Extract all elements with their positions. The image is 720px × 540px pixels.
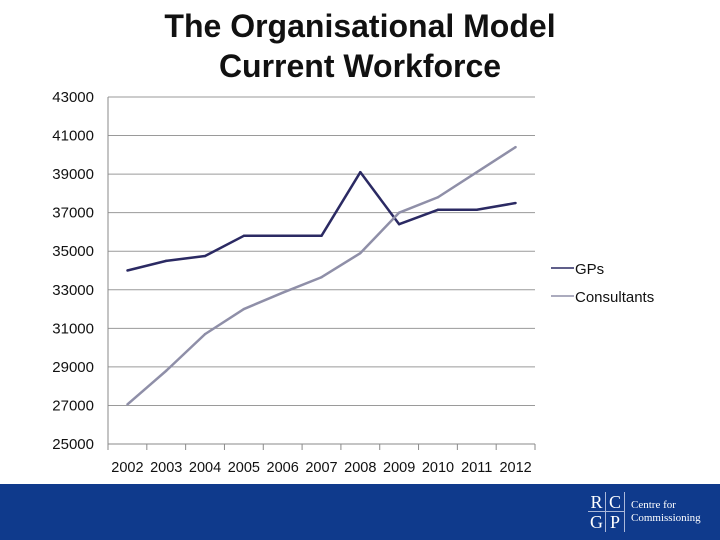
footer-bar: R C G P Centre for Commissioning: [0, 484, 720, 540]
series-line-consultants: [126, 146, 517, 406]
x-tick-label: 2004: [189, 460, 221, 476]
legend-label: GPs: [575, 261, 604, 278]
y-tick-label: 43000: [52, 89, 94, 106]
legend-label: Consultants: [575, 289, 654, 306]
data-point: [475, 208, 478, 211]
rcgp-logo-mark: R C G P: [588, 492, 625, 532]
data-point: [397, 223, 401, 226]
data-point: [359, 251, 362, 255]
data-point: [203, 332, 207, 336]
data-point: [242, 234, 246, 237]
logo-letter-r: R: [588, 492, 606, 512]
chart-title-line-1: The Organisational Model: [164, 8, 556, 44]
x-tick-label: 2012: [499, 460, 531, 476]
chart-title: The Organisational Model Current Workfor…: [100, 6, 620, 86]
y-tick-label: 35000: [52, 243, 94, 260]
data-point: [126, 403, 129, 406]
data-point: [320, 276, 323, 279]
y-tick-label: 27000: [52, 397, 94, 414]
x-tick-label: 2002: [111, 460, 143, 476]
x-tick-label: 2006: [267, 460, 299, 476]
data-point: [281, 234, 284, 237]
x-tick-label: 2011: [461, 460, 492, 476]
series-line-gps: [127, 170, 516, 272]
y-tick-label: 41000: [52, 128, 94, 145]
x-tick-label: 2003: [150, 460, 182, 476]
x-tick-label: 2009: [383, 460, 415, 476]
y-tick-label: 31000: [52, 320, 94, 337]
y-tick-label: 33000: [52, 282, 94, 299]
y-tick-label: 25000: [52, 436, 94, 453]
x-tick-label: 2005: [228, 460, 260, 476]
data-point: [165, 259, 168, 263]
y-tick-label: 39000: [52, 166, 94, 183]
data-point: [514, 201, 517, 205]
data-point: [397, 211, 401, 214]
x-tick-label: 2007: [305, 460, 337, 476]
x-tick-label: 2008: [344, 460, 376, 476]
logo-letter-g: G: [588, 512, 606, 532]
chart-title-line-2: Current Workforce: [218, 48, 502, 84]
logo-letter-c: C: [606, 492, 624, 512]
rcgp-logo: R C G P Centre for Commissioning: [588, 492, 701, 532]
data-point: [165, 369, 168, 372]
logo-caption-line-2: Commissioning: [631, 512, 701, 524]
data-point: [359, 170, 362, 174]
y-tick-label: 29000: [52, 359, 94, 376]
data-point: [436, 208, 440, 211]
data-point: [242, 307, 246, 311]
data-point: [436, 196, 440, 199]
data-point: [320, 234, 323, 237]
y-tick-label: 37000: [52, 205, 94, 222]
logo-caption: Centre for Commissioning: [631, 499, 701, 525]
data-point: [203, 254, 207, 258]
logo-letter-p: P: [609, 512, 620, 532]
data-point: [514, 145, 517, 149]
x-tick-label: 2010: [422, 460, 454, 476]
data-point: [475, 170, 478, 174]
data-point: [281, 291, 284, 294]
data-point: [126, 269, 129, 272]
logo-caption-line-1: Centre for: [631, 499, 676, 511]
line-chart: 25000 27000 29000 31000 33000 35000 37000 39000…: [52, 89, 654, 476]
